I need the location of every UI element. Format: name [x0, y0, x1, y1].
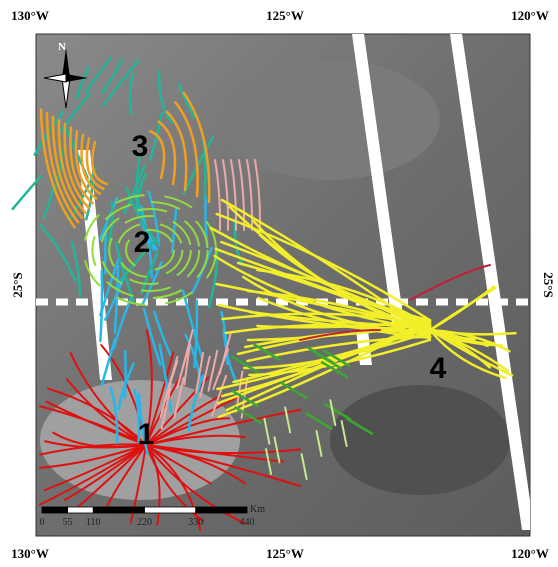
- scale-tick-label: 110: [86, 517, 101, 528]
- lat-label: 25°S: [10, 272, 25, 297]
- lineament: [125, 351, 126, 398]
- scale-segment: [68, 507, 94, 513]
- lat-label: 25°S: [541, 272, 556, 297]
- scale-segment: [196, 507, 247, 513]
- center-label: 2: [134, 226, 151, 259]
- scale-tick-label: 0: [40, 517, 45, 528]
- lon-label: 125°W: [266, 8, 304, 23]
- lon-label: 120°W: [511, 8, 549, 23]
- scale-segment: [93, 507, 144, 513]
- lon-label: 125°W: [266, 546, 304, 561]
- dark-plain: [330, 385, 510, 495]
- scale-tick-label: 55: [63, 517, 73, 528]
- plain: [220, 60, 440, 180]
- lon-label: 130°W: [11, 546, 49, 561]
- lon-label: 120°W: [511, 546, 549, 561]
- center-label: 1: [138, 418, 155, 451]
- map-figure: 130°W 125°W 120°W 130°W 125°W 120°W 25°S…: [0, 0, 558, 567]
- scale-segment: [145, 507, 196, 513]
- scale-segment: [42, 507, 68, 513]
- lon-label: 130°W: [11, 8, 49, 23]
- scale-tick-label: 220: [137, 517, 152, 528]
- center-label: 3: [132, 130, 149, 163]
- scale-tick-label: 330: [188, 517, 203, 528]
- compass-label: N: [58, 41, 66, 53]
- scale-tick-label: 440: [240, 517, 255, 528]
- center-label: 4: [430, 352, 447, 385]
- scale-unit: Km: [250, 504, 265, 515]
